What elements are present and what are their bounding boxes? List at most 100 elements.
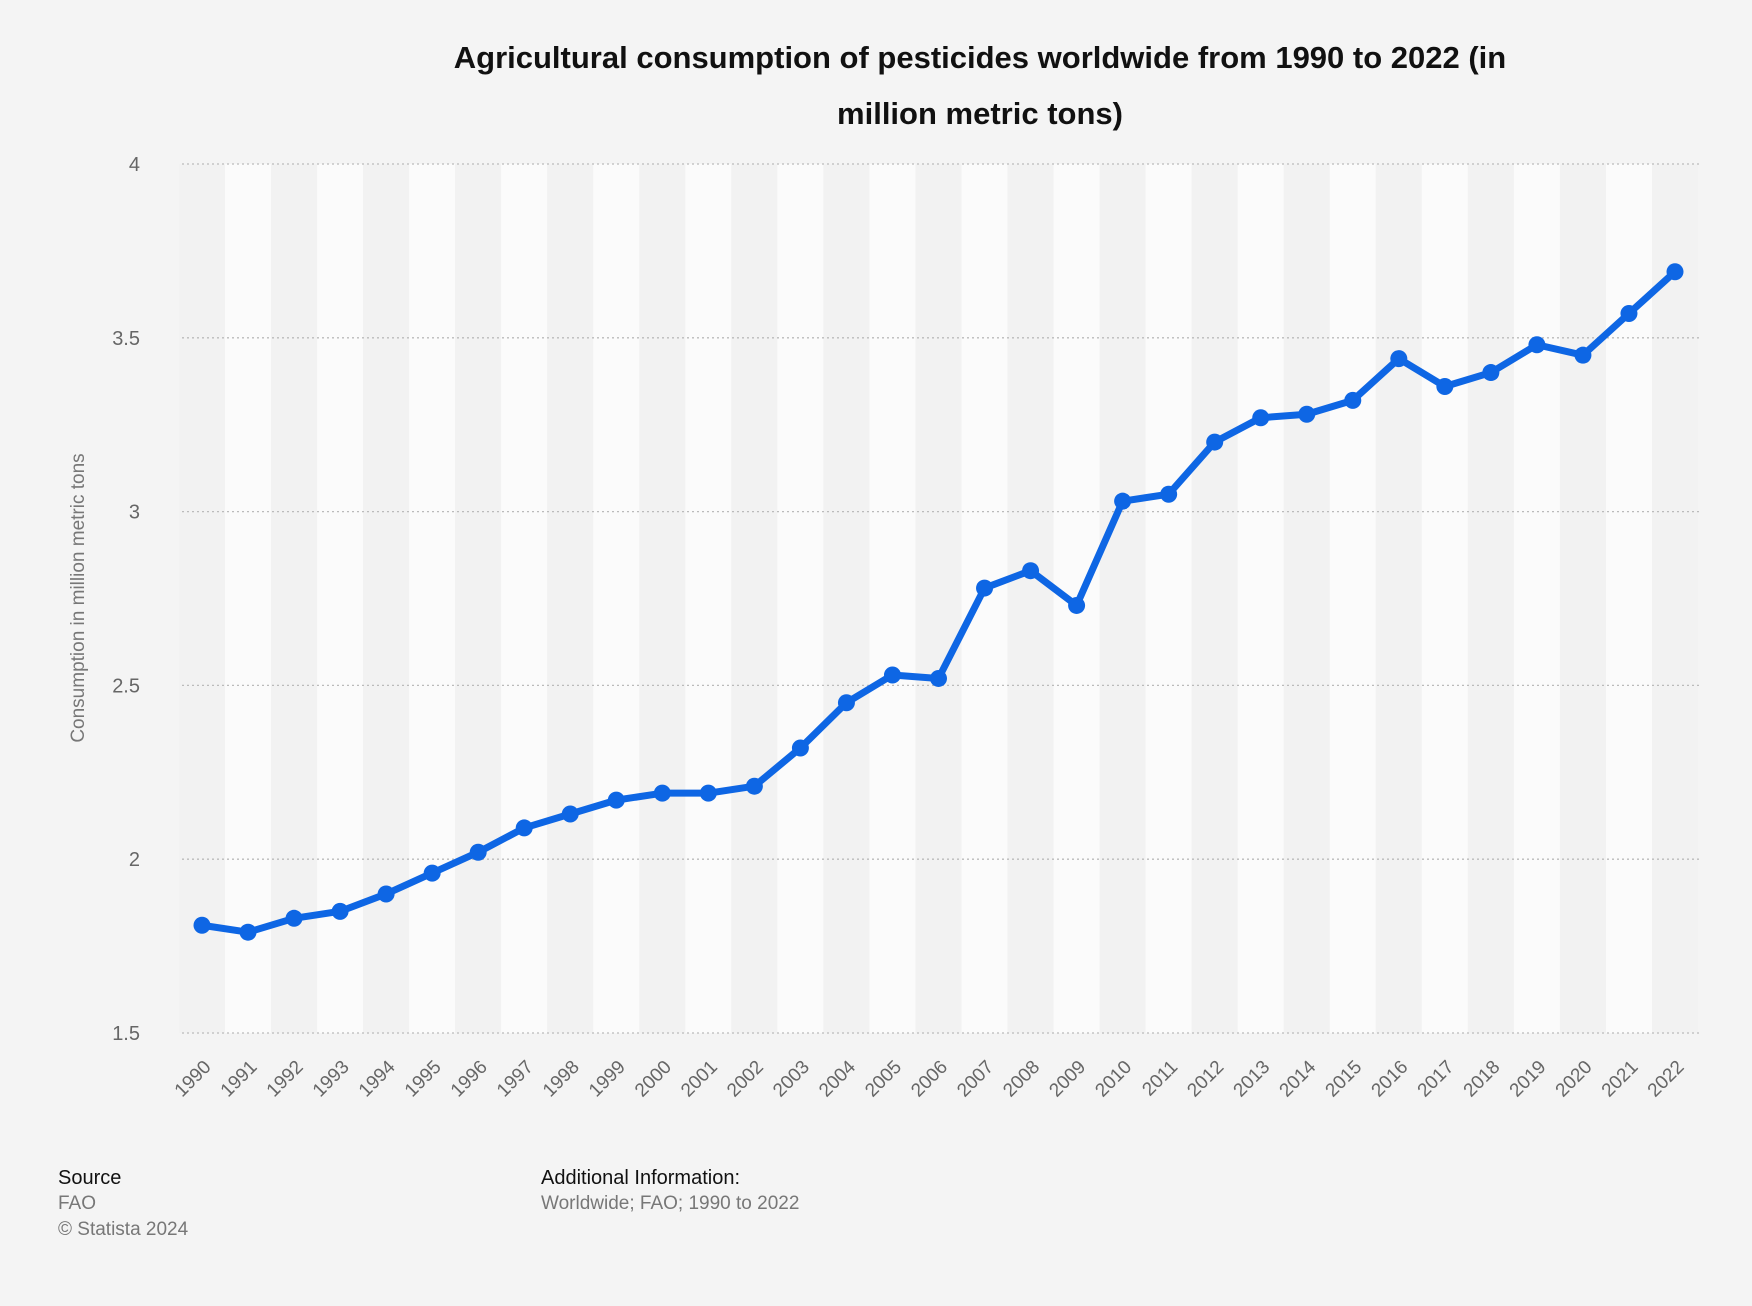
chart-title-line-1: Agricultural consumption of pesticides w… — [453, 40, 1507, 75]
y-tick-label: 4 — [129, 154, 140, 176]
column-band — [178, 164, 226, 1033]
data-point — [1068, 596, 1086, 614]
column-band — [409, 164, 456, 1033]
data-point — [1574, 346, 1592, 364]
data-point — [745, 777, 763, 795]
x-tick-label: 2004 — [815, 1056, 860, 1101]
x-tick-label: 1997 — [493, 1057, 538, 1102]
x-tick-label: 2009 — [1045, 1057, 1090, 1102]
additional-info-heading: Additional Information: — [541, 1167, 741, 1189]
data-point — [930, 669, 947, 687]
source-value: FAO — [58, 1193, 97, 1214]
x-tick-label: 2022 — [1644, 1057, 1689, 1102]
additional-info-value: Worldwide; FAO; 1990 to 2022 — [541, 1193, 800, 1214]
x-tick-label: 2011 — [1138, 1057, 1182, 1101]
column-band — [1651, 164, 1699, 1033]
series-line — [193, 263, 1684, 941]
data-point — [791, 739, 809, 757]
column-bands — [178, 164, 1699, 1033]
column-band — [1237, 164, 1284, 1033]
x-tick-label: 2015 — [1322, 1057, 1367, 1102]
column-band — [869, 164, 916, 1033]
data-point — [1252, 409, 1270, 427]
source-block: Source FAO © Statista 2024 — [58, 1165, 188, 1243]
column-band — [1559, 164, 1606, 1033]
x-tick-label: 2002 — [723, 1057, 768, 1102]
column-band — [731, 164, 778, 1033]
data-point — [239, 923, 257, 941]
x-tick-label: 1996 — [447, 1057, 492, 1102]
x-tick-label: 1993 — [309, 1057, 354, 1102]
x-tick-label: 1995 — [401, 1057, 446, 1102]
y-axis-label: Consumption in million metric tons — [68, 453, 89, 742]
x-tick-label: 1994 — [355, 1056, 400, 1101]
y-tick-label: 1.5 — [112, 1023, 140, 1045]
data-point — [1022, 562, 1040, 580]
additional-info-block: Additional Information: Worldwide; FAO; … — [541, 1165, 799, 1217]
copyright: © Statista 2024 — [58, 1219, 189, 1240]
data-point — [1206, 433, 1224, 451]
column-band — [1099, 164, 1146, 1033]
data-point — [1344, 391, 1362, 409]
column-band — [547, 164, 594, 1033]
column-band — [1191, 164, 1238, 1033]
data-point — [1390, 350, 1408, 368]
column-band — [915, 164, 962, 1033]
x-tick-label: 2008 — [999, 1057, 1044, 1102]
data-point — [1482, 364, 1500, 382]
x-tick-label: 2021 — [1598, 1057, 1643, 1102]
data-point — [331, 902, 349, 920]
column-band — [777, 164, 824, 1033]
column-band — [501, 164, 548, 1033]
column-band — [225, 164, 272, 1033]
data-point — [976, 579, 994, 597]
column-band — [1329, 164, 1376, 1033]
data-point — [561, 805, 579, 823]
column-band — [961, 164, 1008, 1033]
chart-title-line-2: million metric tons) — [837, 96, 1123, 131]
data-point — [285, 909, 303, 927]
data-point — [423, 864, 441, 882]
x-tick-label: 1998 — [539, 1057, 584, 1102]
data-point — [883, 666, 901, 684]
data-point — [515, 819, 533, 837]
x-tick-label: 2010 — [1091, 1057, 1136, 1102]
column-band — [1007, 164, 1054, 1033]
x-tick-label: 1991 — [217, 1057, 262, 1102]
y-tick-label: 3.5 — [112, 328, 140, 350]
column-band — [455, 164, 502, 1033]
x-tick-label: 1990 — [171, 1057, 216, 1102]
x-tick-label: 2019 — [1506, 1057, 1551, 1102]
column-band — [685, 164, 732, 1033]
column-band — [271, 164, 318, 1033]
column-band — [317, 164, 364, 1033]
x-tick-label: 2014 — [1276, 1056, 1321, 1101]
column-band — [1467, 164, 1514, 1033]
data-point — [1298, 405, 1316, 423]
x-tick-label: 2017 — [1414, 1057, 1459, 1102]
x-tick-label: 2003 — [769, 1057, 814, 1102]
column-band — [1375, 164, 1422, 1033]
data-point — [1528, 336, 1546, 354]
data-point — [1114, 492, 1132, 510]
data-point — [837, 694, 855, 712]
y-tick-label: 3 — [129, 502, 140, 524]
x-tick-label: 2001 — [677, 1057, 722, 1102]
x-axis-ticks: 1990 1991 1992 1993 1994 1995 1996 1997 1998 1999… — [171, 1056, 1689, 1101]
column-band — [1145, 164, 1192, 1033]
x-tick-label: 2016 — [1368, 1057, 1413, 1102]
column-band — [823, 164, 870, 1033]
y-tick-label: 2.5 — [112, 675, 140, 697]
data-point — [193, 916, 211, 934]
source-heading: Source — [58, 1167, 122, 1189]
y-tick-label: 2 — [129, 849, 140, 871]
x-tick-label: 2006 — [907, 1057, 952, 1102]
column-band — [639, 164, 686, 1033]
column-band — [1513, 164, 1560, 1033]
data-point — [1160, 485, 1178, 503]
data-point — [377, 885, 395, 903]
chart-title: Agricultural consumption of pesticides w… — [180, 30, 1752, 142]
data-point — [1666, 263, 1684, 281]
x-tick-label: 2020 — [1552, 1057, 1597, 1102]
